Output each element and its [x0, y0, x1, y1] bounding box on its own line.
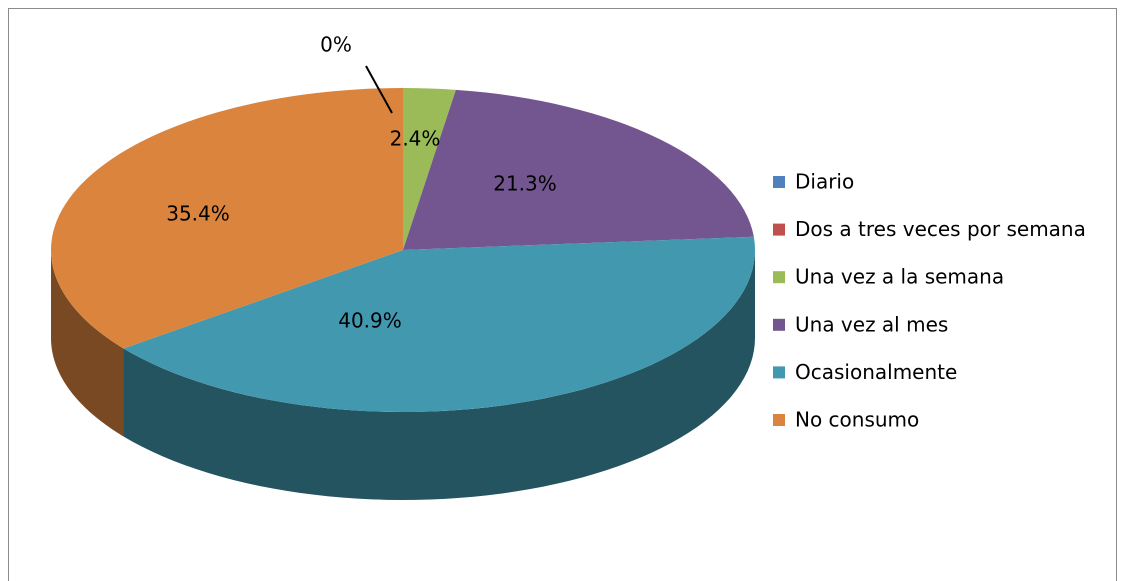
slice [123, 236, 755, 413]
legend-label: Diario [795, 170, 854, 194]
legend-label: Ocasionalmente [795, 360, 957, 384]
slice [51, 88, 404, 349]
data-label: 35.4% [166, 202, 230, 226]
data-label: 40.9% [338, 309, 402, 333]
slice [403, 89, 754, 251]
legend-swatch [773, 223, 785, 236]
slice [403, 88, 456, 250]
legend-swatch [773, 318, 785, 331]
data-label: 2.4% [390, 127, 441, 151]
slice-side [123, 250, 755, 500]
legend-label: Una vez a la semana [795, 265, 1004, 289]
legend-swatch [773, 176, 785, 188]
legend-label: Una vez al mes [795, 312, 948, 336]
legend-swatch [773, 366, 785, 379]
data-label: 21.3% [493, 172, 557, 196]
legend-swatch [773, 271, 785, 284]
leader-line [365, 65, 393, 114]
legend-label: No consumo [795, 408, 919, 432]
legend-label: Dos a tres veces por semana [795, 217, 1086, 241]
data-label: 0% [320, 33, 352, 57]
slice-side [51, 250, 124, 437]
legend-swatch [773, 414, 785, 426]
